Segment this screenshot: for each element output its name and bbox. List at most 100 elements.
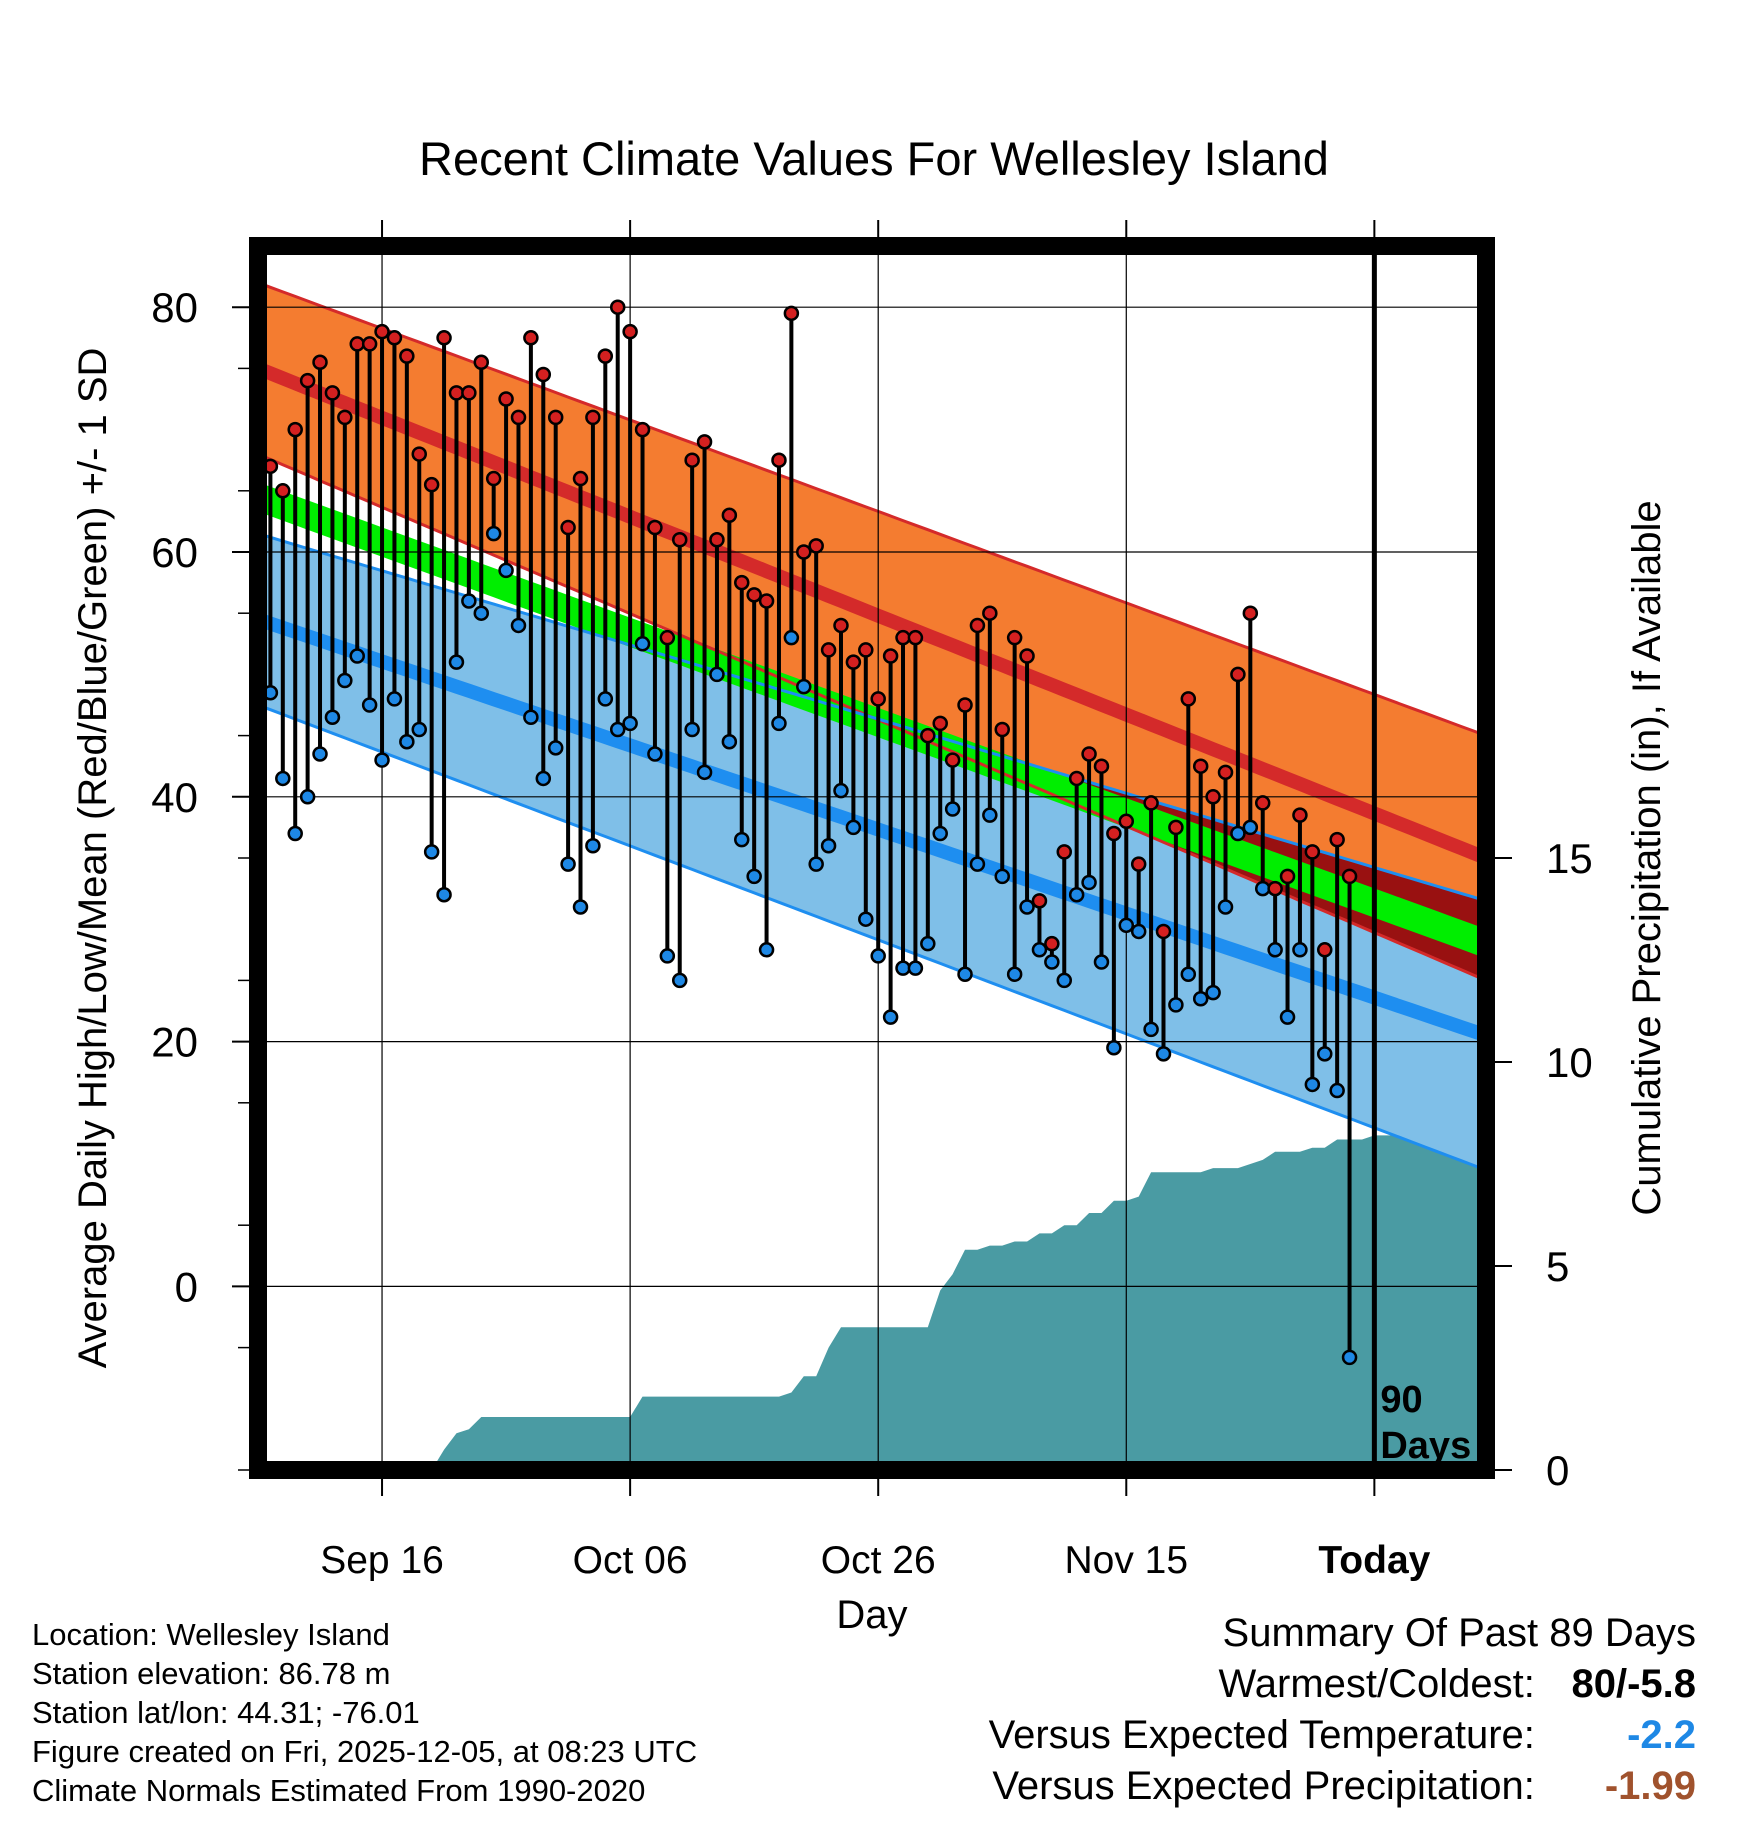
daily-high-point bbox=[796, 544, 812, 560]
daily-low-point bbox=[1130, 923, 1147, 940]
daily-low-point bbox=[1143, 1021, 1159, 1038]
daily-low-point bbox=[659, 948, 676, 964]
warm-cold-label: Warmest/Coldest: bbox=[1218, 1662, 1535, 1706]
warm-cold-value: 80/-5.8 bbox=[1571, 1662, 1696, 1706]
daily-high-point bbox=[324, 385, 341, 401]
daily-high-point bbox=[399, 348, 415, 364]
daily-low-point bbox=[510, 617, 527, 634]
daily-low-point bbox=[696, 764, 713, 781]
daily-low-point bbox=[1292, 942, 1308, 958]
low-mean-line bbox=[258, 612, 1486, 1043]
daily-low-point bbox=[870, 948, 886, 964]
daily-high-point bbox=[547, 409, 564, 426]
daily-high-point bbox=[498, 391, 514, 407]
daily-low-point bbox=[1279, 1009, 1296, 1025]
daily-low-point bbox=[1031, 942, 1048, 958]
daily-high-point bbox=[1130, 856, 1147, 872]
daily-low-point bbox=[634, 636, 651, 652]
daily-low-point bbox=[895, 960, 911, 976]
daily-low-point bbox=[622, 715, 638, 732]
daily-low-point bbox=[1205, 984, 1221, 1001]
daily-low-point bbox=[1316, 1046, 1333, 1062]
precip-departure-label: Versus Expected Precipitation: bbox=[992, 1764, 1535, 1808]
mean-band bbox=[258, 482, 1486, 959]
daily-high-point bbox=[1230, 666, 1246, 683]
daily-high-point bbox=[374, 323, 390, 340]
temp-departure-value: -2.2 bbox=[1627, 1713, 1696, 1757]
daily-high-point bbox=[734, 574, 750, 591]
daily-low-point bbox=[1341, 1349, 1358, 1366]
daily-low-point bbox=[299, 789, 316, 805]
daily-high-point bbox=[858, 642, 874, 658]
daily-high-point bbox=[535, 366, 552, 383]
daily-high-point bbox=[1292, 807, 1308, 823]
daily-high-point bbox=[622, 323, 638, 340]
daily-low-point bbox=[820, 838, 837, 854]
latlon-text: Station lat/lon: 44.31; -76.01 bbox=[32, 1695, 420, 1730]
y-tick-label-left: 20 bbox=[151, 1019, 198, 1066]
daily-high-point bbox=[771, 452, 787, 468]
today-annotation: 90 bbox=[1380, 1379, 1422, 1421]
daily-high-point bbox=[659, 629, 676, 646]
y-tick-label-right: 0 bbox=[1546, 1447, 1569, 1494]
daily-low-point bbox=[1044, 954, 1060, 970]
y-tick-label-left: 80 bbox=[151, 284, 198, 331]
daily-high-point bbox=[709, 532, 725, 548]
daily-high-point bbox=[1304, 844, 1321, 860]
daily-low-point bbox=[1006, 966, 1023, 983]
daily-low-point bbox=[1180, 966, 1197, 983]
daily-high-point bbox=[1118, 813, 1135, 830]
low-sd-upper-line bbox=[258, 532, 1486, 903]
daily-high-point bbox=[907, 629, 924, 646]
daily-high-point bbox=[1205, 789, 1221, 805]
daily-low-point bbox=[498, 562, 514, 579]
high-sd-upper-line bbox=[258, 281, 1486, 738]
daily-high-point bbox=[746, 587, 762, 603]
daily-low-point bbox=[771, 715, 787, 732]
daily-low-point bbox=[585, 838, 601, 854]
daily-low-point bbox=[349, 648, 365, 664]
daily-high-point bbox=[808, 538, 824, 554]
daily-high-point bbox=[721, 507, 738, 524]
daily-low-point bbox=[361, 697, 378, 713]
daily-low-point bbox=[671, 972, 688, 989]
high-mean-line bbox=[258, 361, 1486, 865]
daily-high-point bbox=[572, 470, 589, 487]
daily-high-point bbox=[1254, 795, 1271, 811]
daily-high-point bbox=[895, 629, 911, 646]
precip-departure-value: -1.99 bbox=[1604, 1764, 1696, 1808]
x-tick-label: Sep 16 bbox=[320, 1539, 444, 1582]
daily-low-point bbox=[1118, 917, 1135, 934]
daily-low-point bbox=[337, 672, 353, 689]
daily-low-point bbox=[709, 666, 725, 683]
daily-low-point bbox=[1217, 899, 1234, 915]
daily-low-point bbox=[647, 746, 663, 762]
daily-low-point bbox=[1304, 1076, 1321, 1093]
daily-low-point bbox=[597, 691, 614, 707]
daily-low-point bbox=[1192, 991, 1209, 1007]
x-tick-label: Oct 06 bbox=[573, 1539, 688, 1582]
daily-high-point bbox=[275, 483, 291, 499]
daily-high-point bbox=[448, 385, 465, 401]
y-axis-label-left: Average Daily High/Low/Mean (Red/Blue/Gr… bbox=[71, 348, 115, 1369]
daily-low-point bbox=[535, 770, 552, 787]
daily-low-point bbox=[448, 654, 465, 670]
daily-high-point bbox=[411, 446, 428, 462]
daily-low-point bbox=[845, 819, 862, 836]
daily-low-point bbox=[1056, 972, 1073, 989]
plot-frame bbox=[249, 237, 1495, 1479]
daily-high-point bbox=[1180, 691, 1197, 707]
daily-high-point bbox=[386, 330, 403, 346]
daily-low-point bbox=[1329, 1082, 1345, 1099]
daily-low-point bbox=[1254, 880, 1271, 897]
daily-low-point bbox=[833, 782, 849, 799]
daily-high-point bbox=[845, 654, 862, 670]
x-tick-label: Oct 26 bbox=[821, 1539, 936, 1582]
daily-low-point bbox=[1267, 942, 1283, 958]
daily-low-point bbox=[758, 942, 775, 958]
daily-low-point bbox=[275, 770, 291, 787]
daily-low-point bbox=[1106, 1039, 1122, 1056]
daily-high-point bbox=[944, 752, 961, 768]
daily-low-point bbox=[982, 807, 998, 823]
